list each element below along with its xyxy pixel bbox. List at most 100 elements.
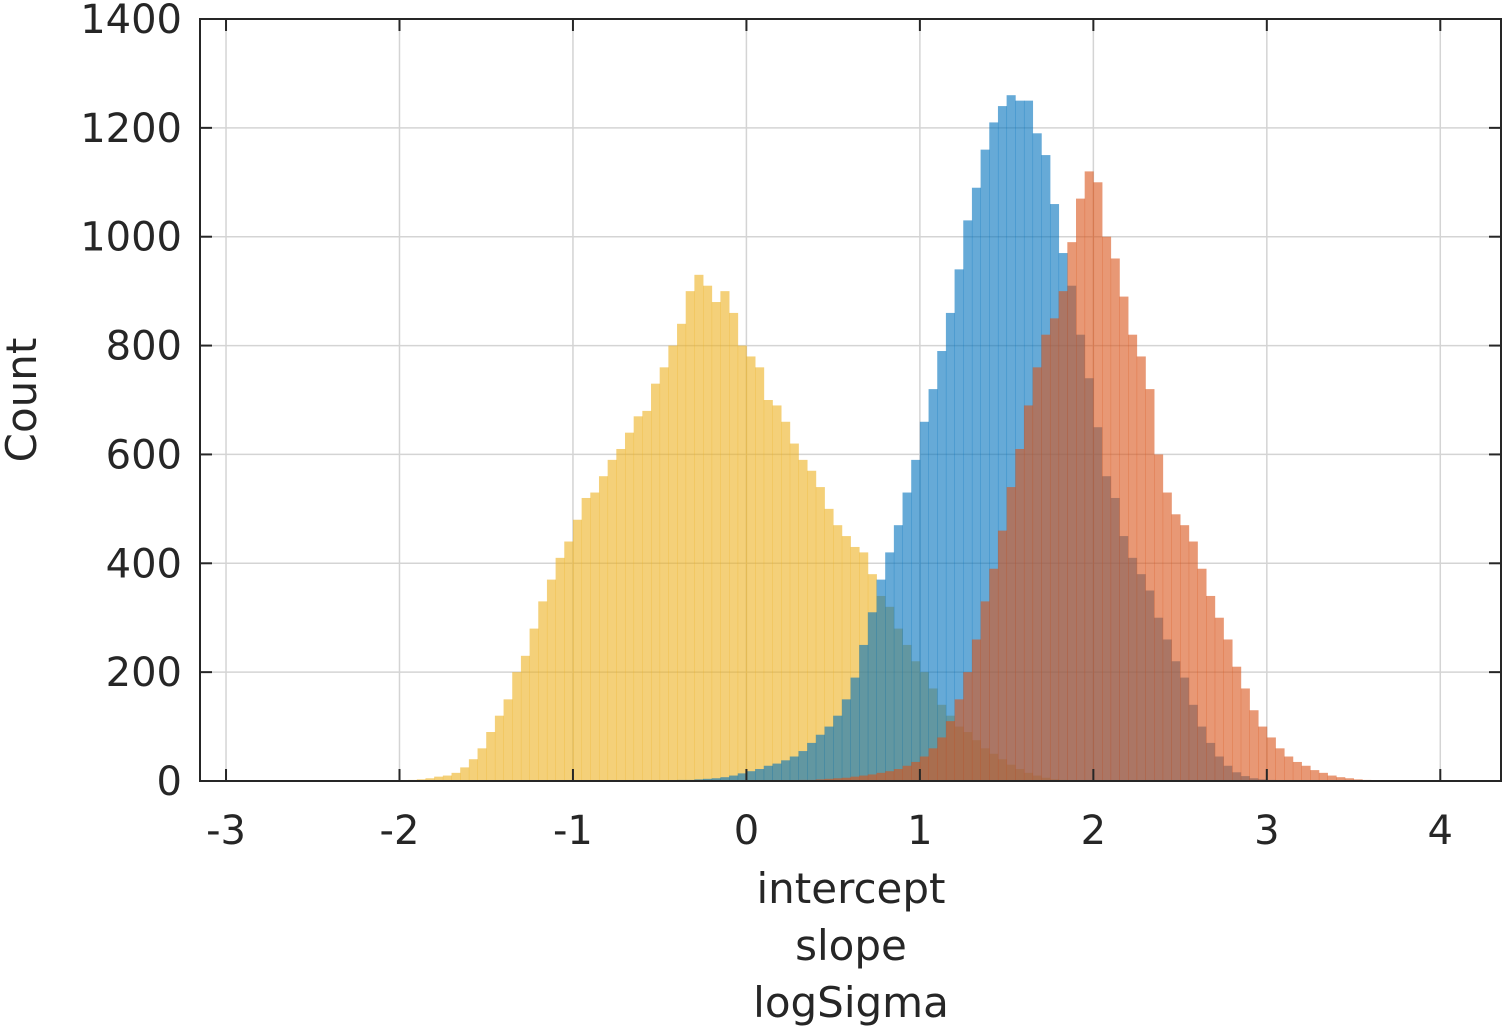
histogram-bar bbox=[685, 291, 695, 781]
bars-layer bbox=[399, 95, 1389, 782]
histogram-bar bbox=[963, 672, 973, 781]
histogram-bar bbox=[997, 530, 1008, 781]
x-axis-title-line: slope bbox=[795, 921, 907, 970]
x-axis-title-line: intercept bbox=[757, 864, 946, 913]
y-tick-label: 200 bbox=[106, 650, 182, 696]
y-tick-label: 800 bbox=[106, 324, 182, 370]
histogram-bar bbox=[711, 302, 721, 781]
y-tick-label: 1400 bbox=[80, 0, 182, 43]
histogram-bar bbox=[781, 760, 791, 781]
histogram-bar bbox=[833, 715, 843, 781]
histogram-bar bbox=[824, 726, 834, 781]
histogram-bar bbox=[772, 405, 782, 781]
histogram-bar bbox=[755, 367, 765, 781]
histogram-bar bbox=[971, 187, 981, 781]
histogram-bar bbox=[815, 734, 825, 781]
histogram-bar bbox=[659, 367, 669, 781]
histogram-bar bbox=[1006, 487, 1016, 781]
histogram-bar bbox=[503, 699, 513, 781]
histogram-bar bbox=[616, 448, 626, 781]
x-axis-title-line: logSigma bbox=[753, 978, 949, 1027]
x-tick-label: -1 bbox=[553, 808, 593, 854]
histogram-bar bbox=[1171, 514, 1181, 781]
axes-layer bbox=[199, 18, 1502, 782]
histogram-bar bbox=[546, 579, 557, 781]
histogram-bar bbox=[720, 777, 730, 781]
x-tick-label: 0 bbox=[734, 808, 759, 854]
histogram-bar bbox=[841, 536, 851, 781]
histogram-bar bbox=[1041, 334, 1051, 781]
histogram-bar bbox=[815, 487, 825, 781]
histogram-bar bbox=[850, 677, 860, 781]
histogram-bar bbox=[1128, 334, 1138, 781]
histogram-bar bbox=[1032, 367, 1042, 781]
histogram-bar bbox=[1015, 448, 1025, 781]
histogram-bar bbox=[1318, 772, 1328, 781]
histogram-bar bbox=[763, 765, 773, 781]
histogram-bar bbox=[442, 775, 452, 781]
histogram-bar bbox=[737, 773, 747, 781]
histogram-bar bbox=[668, 345, 678, 781]
histogram-bar bbox=[1206, 595, 1216, 781]
histogram-bar bbox=[945, 721, 955, 781]
histogram-bar bbox=[989, 122, 999, 781]
histogram-bar bbox=[893, 769, 903, 781]
histogram-bar bbox=[937, 351, 947, 781]
histogram-bar bbox=[841, 777, 851, 781]
histogram-bar bbox=[1162, 492, 1172, 781]
histogram-bar bbox=[1180, 525, 1190, 781]
y-tick-label: 1200 bbox=[80, 106, 182, 152]
histogram-bar bbox=[1336, 777, 1346, 781]
histogram-bar bbox=[1275, 748, 1285, 781]
y-tick-label: 400 bbox=[106, 541, 182, 587]
histogram-bar bbox=[694, 274, 704, 781]
histogram-bar bbox=[451, 772, 461, 781]
histogram-bar bbox=[1232, 666, 1242, 781]
histogram-bar bbox=[468, 759, 478, 781]
histogram-bar bbox=[1049, 318, 1060, 781]
histogram-bar bbox=[971, 639, 981, 781]
histogram-bar bbox=[746, 771, 756, 781]
histogram-bar bbox=[486, 732, 496, 781]
histogram-bar bbox=[859, 775, 869, 781]
histogram-bar bbox=[867, 774, 877, 781]
histogram-bar bbox=[564, 541, 574, 781]
histogram-bar bbox=[1249, 710, 1259, 781]
histogram-bar bbox=[893, 525, 903, 781]
histogram-bar bbox=[633, 416, 643, 781]
histogram-bar bbox=[989, 568, 999, 781]
histogram-bar bbox=[1258, 726, 1268, 781]
histogram-bar bbox=[807, 742, 817, 781]
histogram-bar bbox=[1223, 639, 1233, 781]
histogram-bar bbox=[755, 769, 765, 781]
histogram-bar bbox=[1327, 775, 1337, 781]
histogram-bar bbox=[729, 775, 739, 781]
histogram-bar bbox=[902, 765, 912, 781]
histogram-bar bbox=[841, 699, 851, 781]
histogram-bar bbox=[598, 476, 609, 781]
histogram-bar bbox=[607, 459, 617, 781]
histogram-bar bbox=[642, 410, 652, 781]
x-tick-label: -3 bbox=[206, 808, 246, 854]
histogram-bar bbox=[919, 421, 929, 781]
histogram-bar bbox=[1076, 198, 1086, 782]
histogram-bar bbox=[902, 492, 912, 781]
x-tick-label: 4 bbox=[1428, 808, 1453, 854]
series-2-bars bbox=[781, 171, 1389, 782]
y-axis-title: Count bbox=[0, 338, 46, 463]
histogram-bar bbox=[763, 400, 773, 781]
histogram-bar bbox=[1240, 688, 1250, 781]
y-tick-label: 0 bbox=[157, 759, 182, 805]
histogram-bar bbox=[1136, 356, 1146, 781]
histogram-bar bbox=[980, 601, 990, 781]
histogram-bar bbox=[512, 672, 522, 781]
histogram-bar bbox=[1301, 765, 1311, 781]
histogram-bar bbox=[624, 432, 635, 781]
histogram-bar bbox=[703, 285, 713, 781]
histogram-bar bbox=[1023, 405, 1034, 781]
histogram-bar bbox=[824, 508, 834, 781]
histogram-bar bbox=[529, 628, 539, 781]
histogram-bar bbox=[1188, 541, 1198, 781]
histogram-bar bbox=[1084, 171, 1094, 781]
